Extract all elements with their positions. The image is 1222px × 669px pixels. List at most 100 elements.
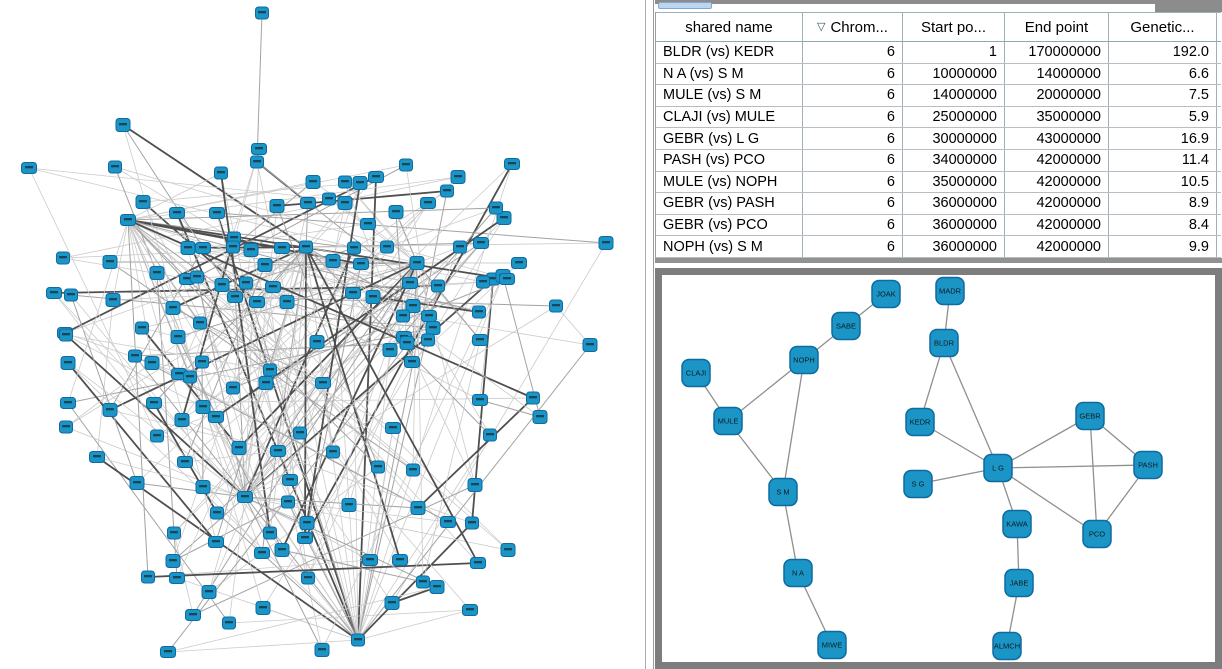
network-node[interactable] <box>472 394 488 406</box>
network-node[interactable] <box>180 241 196 255</box>
network-node[interactable] <box>384 596 400 610</box>
network-node[interactable] <box>129 476 145 490</box>
network-node[interactable] <box>406 463 420 477</box>
network-node[interactable] <box>300 197 316 209</box>
network-node[interactable] <box>396 309 410 323</box>
table-row[interactable]: BLDR (vs) KEDR 6 1 170000000 192.0 <box>656 42 1221 64</box>
network-node[interactable] <box>368 171 384 183</box>
network-node[interactable] <box>21 162 37 174</box>
network-node[interactable] <box>404 356 420 368</box>
network-node[interactable] <box>499 273 515 285</box>
column-header-endpoint[interactable]: End point <box>1005 13 1109 41</box>
network-node[interactable] <box>405 299 421 313</box>
network-node[interactable] <box>190 270 204 284</box>
network-node[interactable] <box>174 413 190 427</box>
network-node[interactable] <box>399 158 413 172</box>
network-node[interactable] <box>429 580 445 594</box>
filter-funnel-icon[interactable]: ▽ <box>817 20 826 33</box>
network-node[interactable] <box>465 516 479 530</box>
network-node[interactable] <box>160 646 176 658</box>
network-node[interactable] <box>263 526 277 540</box>
network-node[interactable] <box>270 445 286 457</box>
detail-network-panel[interactable]: MADR JOAK SABE BLDR NOPH CLAJI GEBR MULE KEDR PAS… <box>655 268 1222 669</box>
network-node[interactable] <box>251 143 267 155</box>
table-row[interactable]: MULE (vs) NOPH 6 35000000 42000000 10.5 <box>656 171 1221 194</box>
network-node[interactable] <box>305 175 321 189</box>
network-node[interactable] <box>299 516 315 530</box>
network-node[interactable] <box>453 240 467 254</box>
network-node[interactable] <box>60 397 76 409</box>
detail-network-canvas[interactable]: MADR JOAK SABE BLDR NOPH CLAJI GEBR MULE KEDR PAS… <box>662 275 1215 662</box>
network-node[interactable] <box>409 256 425 270</box>
network-node[interactable] <box>46 287 62 299</box>
network-node[interactable] <box>226 240 240 254</box>
network-node[interactable] <box>392 554 408 566</box>
network-node[interactable] <box>279 295 295 309</box>
network-node[interactable] <box>382 343 398 357</box>
column-header-chrom[interactable]: ▽ Chrom... <box>803 13 903 41</box>
network-node[interactable] <box>102 403 118 417</box>
network-node[interactable] <box>263 363 277 377</box>
network-node[interactable] <box>483 428 497 442</box>
network-node[interactable] <box>59 420 73 434</box>
network-node[interactable] <box>301 571 315 585</box>
network-node[interactable] <box>462 604 478 616</box>
network-node[interactable] <box>222 616 236 630</box>
network-node[interactable] <box>183 370 197 384</box>
network-node-gebr[interactable]: GEBR <box>1075 401 1105 431</box>
network-node[interactable] <box>470 557 486 569</box>
network-node-miwe[interactable]: MIWE <box>817 630 847 660</box>
table-horizontal-scrollbar[interactable] <box>655 0 1222 12</box>
network-node-lg[interactable]: L G <box>983 453 1013 483</box>
network-node[interactable] <box>360 218 376 230</box>
network-node[interactable] <box>440 516 456 528</box>
network-node[interactable] <box>345 287 361 299</box>
network-node[interactable] <box>169 572 185 584</box>
network-node[interactable] <box>237 491 253 503</box>
network-node[interactable] <box>120 214 136 226</box>
network-node[interactable] <box>195 400 211 414</box>
network-node[interactable] <box>64 288 78 302</box>
table-row[interactable]: MULE (vs) S M 6 14000000 20000000 7.5 <box>656 85 1221 107</box>
network-node[interactable] <box>500 543 516 557</box>
network-node[interactable] <box>243 243 259 257</box>
network-node[interactable] <box>208 411 224 423</box>
network-node-almch[interactable]: ALMCH <box>992 631 1022 661</box>
network-node[interactable] <box>416 575 430 589</box>
network-node[interactable] <box>257 258 273 272</box>
network-node[interactable] <box>365 290 381 304</box>
network-node[interactable] <box>226 381 240 395</box>
network-node[interactable] <box>169 207 185 219</box>
column-header-startpo[interactable]: Start po... <box>903 13 1005 41</box>
network-node-na[interactable]: N A <box>783 558 813 588</box>
network-node[interactable] <box>504 158 520 170</box>
network-node-jabe[interactable]: JABE <box>1004 568 1034 598</box>
network-node-sabe[interactable]: SABE <box>831 311 861 341</box>
network-node[interactable] <box>135 321 149 335</box>
network-node[interactable] <box>352 176 368 190</box>
network-node[interactable] <box>297 532 313 544</box>
network-node[interactable] <box>254 547 270 559</box>
network-node[interactable] <box>399 336 415 350</box>
network-node-pco[interactable]: PCO <box>1082 519 1112 549</box>
table-row[interactable]: NOPH (vs) S M 6 36000000 42000000 9.9 <box>656 236 1221 258</box>
network-node[interactable] <box>326 445 340 459</box>
network-node-bldr[interactable]: BLDR <box>929 328 959 358</box>
network-node[interactable] <box>309 335 325 349</box>
network-node[interactable] <box>526 391 540 405</box>
network-node[interactable] <box>195 480 211 494</box>
table-row[interactable]: GEBR (vs) L G 6 30000000 43000000 16.9 <box>656 128 1221 150</box>
network-node[interactable] <box>255 6 269 20</box>
network-node[interactable] <box>421 333 435 347</box>
network-node[interactable] <box>450 170 466 184</box>
network-node[interactable] <box>195 242 211 254</box>
network-node[interactable] <box>314 643 330 657</box>
network-node-kawa[interactable]: KAWA <box>1002 509 1032 539</box>
network-node[interactable] <box>208 536 224 548</box>
network-node[interactable] <box>167 526 181 540</box>
network-node[interactable] <box>362 554 378 566</box>
network-node[interactable] <box>472 334 488 346</box>
network-node[interactable] <box>549 299 563 313</box>
network-node[interactable] <box>210 506 224 520</box>
network-node[interactable] <box>60 356 76 370</box>
